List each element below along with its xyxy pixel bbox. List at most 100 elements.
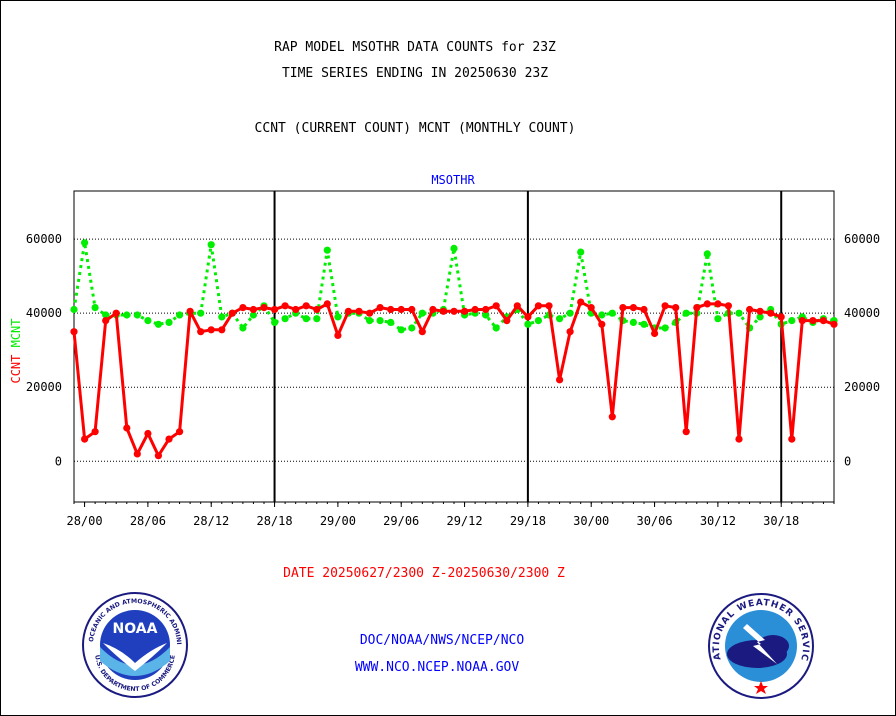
data-point-ccnt: [482, 305, 490, 314]
data-point-mcnt: [123, 311, 131, 319]
x-tick-label: 28/00: [66, 514, 102, 528]
nws-logo[interactable]: NATIONAL WEATHER SERVICE: [707, 592, 815, 700]
data-point-mcnt: [408, 324, 416, 332]
data-point-mcnt: [397, 326, 405, 334]
data-point-mcnt: [534, 317, 543, 325]
data-point-mcnt: [154, 320, 162, 328]
data-point-ccnt: [439, 307, 447, 315]
data-point-ccnt: [133, 450, 141, 458]
data-point-ccnt: [249, 305, 257, 314]
data-point-ccnt: [165, 435, 173, 443]
data-point-mcnt: [450, 244, 458, 252]
data-point-ccnt: [724, 302, 733, 310]
data-point-ccnt: [418, 328, 426, 336]
data-point-ccnt: [313, 305, 321, 314]
data-point-ccnt: [556, 376, 564, 384]
data-point-ccnt: [682, 428, 690, 436]
link-nco-path[interactable]: DOC/NOAA/NWS/NCEP/NCO: [359, 633, 525, 648]
y-tick-label-left: 60000: [26, 232, 62, 246]
data-point-mcnt: [640, 320, 648, 328]
data-point-mcnt: [91, 304, 99, 312]
data-point-ccnt: [260, 304, 268, 312]
data-point-mcnt: [281, 315, 289, 323]
data-point-ccnt: [693, 304, 701, 312]
data-point-mcnt: [70, 305, 78, 314]
data-point-ccnt: [450, 307, 458, 315]
link-nco-website[interactable]: WWW.NCO.NCEP.NOAA.GOV: [354, 660, 520, 675]
chart-title-line2: TIME SERIES ENDING IN 20250630 23Z: [281, 66, 549, 81]
data-point-mcnt: [661, 324, 669, 332]
x-tick-label: 30/06: [636, 514, 672, 528]
data-point-mcnt: [387, 318, 395, 326]
data-point-mcnt: [302, 315, 310, 323]
data-point-ccnt: [735, 435, 743, 443]
data-point-mcnt: [239, 324, 247, 332]
data-point-ccnt: [239, 304, 247, 312]
data-point-ccnt: [387, 305, 395, 314]
data-point-ccnt: [281, 302, 289, 310]
data-point-mcnt: [165, 318, 173, 326]
data-point-mcnt: [207, 241, 215, 249]
y-tick-label-right: 0: [844, 454, 851, 468]
data-point-mcnt: [598, 311, 606, 319]
data-point-ccnt: [408, 305, 416, 314]
data-point-ccnt: [587, 304, 595, 312]
data-point-mcnt: [102, 311, 110, 319]
data-point-ccnt: [756, 307, 764, 315]
noaa-logo[interactable]: NATIONAL OCEANIC AND ATMOSPHERIC ADMINIS…: [81, 591, 189, 699]
data-point-ccnt: [271, 305, 279, 314]
data-point-mcnt: [566, 309, 574, 317]
chart-subtitle: CCNT (CURRENT COUNT) MCNT (MONTHLY COUNT…: [254, 121, 576, 136]
x-tick-label: 29/06: [383, 514, 419, 528]
noaa-logo-text: NOAA: [113, 621, 158, 637]
data-point-ccnt: [112, 309, 120, 317]
data-point-ccnt: [608, 413, 616, 421]
data-point-ccnt: [228, 309, 236, 317]
data-point-ccnt: [777, 313, 785, 321]
data-point-ccnt: [397, 305, 405, 314]
data-point-ccnt: [376, 304, 384, 312]
data-point-ccnt: [534, 302, 543, 310]
data-point-ccnt: [176, 428, 184, 436]
data-point-ccnt: [830, 320, 838, 328]
data-point-mcnt: [714, 315, 722, 323]
x-tick-label: 30/18: [763, 514, 799, 528]
data-point-ccnt: [102, 317, 110, 325]
data-point-mcnt: [366, 317, 374, 325]
data-point-ccnt: [461, 307, 469, 315]
y-tick-label-left: 40000: [26, 306, 62, 320]
data-point-ccnt: [471, 305, 479, 314]
data-point-ccnt: [207, 326, 215, 334]
data-point-ccnt: [366, 309, 374, 317]
data-point-ccnt: [323, 300, 331, 308]
data-point-ccnt: [672, 304, 680, 312]
data-point-ccnt: [788, 435, 796, 443]
data-point-ccnt: [513, 302, 521, 310]
data-point-ccnt: [91, 428, 99, 436]
data-point-mcnt: [524, 320, 532, 328]
data-point-mcnt: [735, 309, 743, 317]
data-point-ccnt: [640, 305, 648, 314]
data-point-ccnt: [767, 309, 775, 317]
x-tick-label: 29/00: [320, 514, 356, 528]
data-point-mcnt: [176, 311, 184, 319]
x-tick-label: 28/12: [193, 514, 229, 528]
panel-title: MSOTHR: [431, 173, 475, 187]
data-point-mcnt: [556, 315, 564, 323]
data-point-mcnt: [376, 317, 384, 325]
x-tick-label: 28/18: [256, 514, 292, 528]
y-tick-label-left: 0: [55, 454, 62, 468]
data-point-ccnt: [714, 300, 722, 308]
data-point-ccnt: [292, 305, 300, 314]
data-point-ccnt: [70, 328, 78, 336]
data-point-ccnt: [545, 302, 553, 310]
data-point-ccnt: [703, 300, 711, 308]
data-point-ccnt: [144, 429, 152, 438]
x-tick-label: 29/12: [446, 514, 482, 528]
data-point-mcnt: [703, 250, 711, 258]
series-line-ccnt: [72, 300, 835, 458]
data-point-ccnt: [798, 317, 806, 325]
data-point-ccnt: [344, 307, 352, 315]
data-point-ccnt: [651, 329, 659, 338]
